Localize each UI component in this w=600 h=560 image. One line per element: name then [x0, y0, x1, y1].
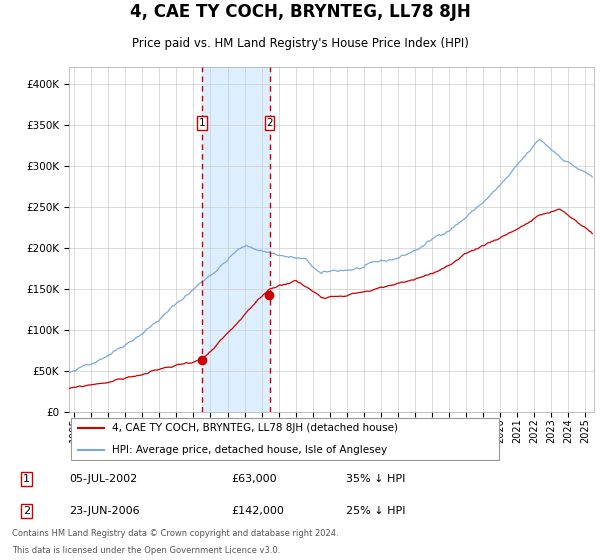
Text: Contains HM Land Registry data © Crown copyright and database right 2024.: Contains HM Land Registry data © Crown c… — [12, 529, 338, 538]
Text: 25% ↓ HPI: 25% ↓ HPI — [346, 506, 406, 516]
Text: 1: 1 — [199, 118, 205, 128]
Text: HPI: Average price, detached house, Isle of Anglesey: HPI: Average price, detached house, Isle… — [112, 445, 388, 455]
Text: 4, CAE TY COCH, BRYNTEG, LL78 8JH: 4, CAE TY COCH, BRYNTEG, LL78 8JH — [130, 3, 470, 21]
Text: 23-JUN-2006: 23-JUN-2006 — [70, 506, 140, 516]
Text: 1: 1 — [23, 474, 30, 484]
Text: 05-JUL-2002: 05-JUL-2002 — [70, 474, 138, 484]
Text: This data is licensed under the Open Government Licence v3.0.: This data is licensed under the Open Gov… — [12, 546, 280, 555]
Text: 2: 2 — [266, 118, 273, 128]
FancyBboxPatch shape — [71, 418, 499, 460]
Text: Price paid vs. HM Land Registry's House Price Index (HPI): Price paid vs. HM Land Registry's House … — [131, 38, 469, 50]
Text: 4, CAE TY COCH, BRYNTEG, LL78 8JH (detached house): 4, CAE TY COCH, BRYNTEG, LL78 8JH (detac… — [112, 423, 398, 433]
Bar — [202, 67, 269, 412]
Text: 2: 2 — [23, 506, 30, 516]
Text: £142,000: £142,000 — [231, 506, 284, 516]
Text: £63,000: £63,000 — [231, 474, 277, 484]
Text: 35% ↓ HPI: 35% ↓ HPI — [346, 474, 406, 484]
